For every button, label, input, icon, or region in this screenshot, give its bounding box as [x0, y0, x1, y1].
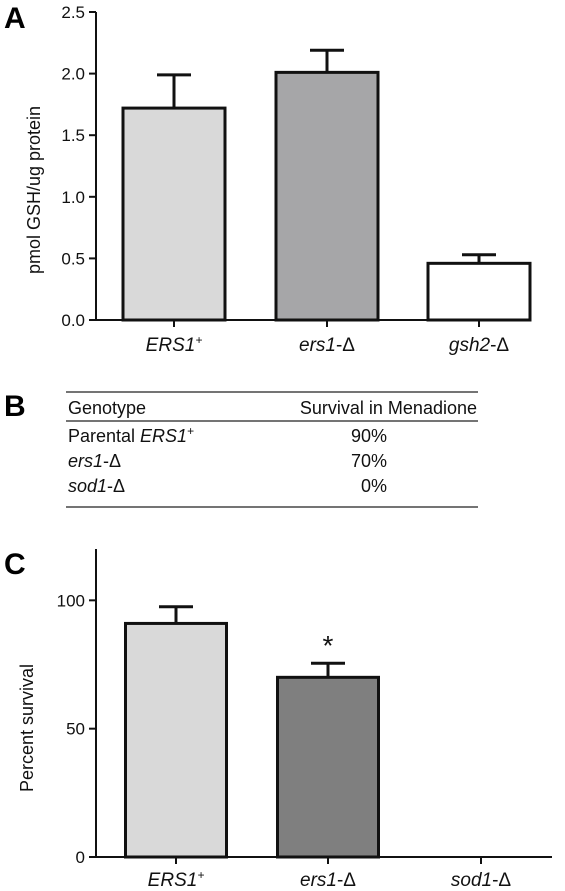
category-name: ers1	[299, 335, 336, 356]
table-cell-genotype: Parental ERS1+	[68, 424, 194, 446]
genotype-prefix: Parental	[68, 426, 140, 446]
genotype-name: ERS1	[140, 426, 187, 446]
panel-a: A pmol GSH/ug protein 0.0 0.5 1.0 1.5 2.0 2.5…	[4, 2, 532, 356]
panel-b: B Genotype Survival in Menadione Parenta…	[4, 390, 478, 508]
genotype-suffix: -Δ	[107, 476, 125, 496]
genotype-table-body: Parental ERS1+ 90%ers1-Δ 70%sod1-Δ 0%	[68, 424, 387, 496]
genotype-name: sod1	[68, 476, 107, 496]
table-cell-survival: 0%	[361, 476, 387, 496]
category-name: sod1	[451, 870, 492, 891]
genotype-name: ers1	[68, 451, 103, 471]
table-header-survival: Survival in Menadione	[300, 398, 477, 418]
table-cell-genotype: ers1-Δ	[68, 451, 121, 471]
category-superscript: +	[197, 868, 204, 882]
panel-c-y-tick-label: 0	[76, 848, 85, 867]
panel-a-y-tick-label: 1.0	[61, 188, 85, 207]
panel-c-significance-star: *	[323, 630, 334, 661]
panel-c-y-axis-label: Percent survival	[17, 664, 37, 792]
panel-a-letter: A	[4, 2, 26, 35]
panel-a-y-tick-label: 0.0	[61, 311, 85, 330]
panel-a-category-label: ERS1+	[146, 333, 203, 356]
panel-a-category-label: ers1-Δ	[299, 335, 355, 356]
panel-a-y-tick-label: 2.0	[61, 65, 85, 84]
category-name: ers1	[300, 870, 337, 891]
category-suffix: -Δ	[492, 870, 511, 891]
genotype-suffix: -Δ	[103, 451, 121, 471]
panel-c-y-tick-label: 50	[66, 720, 85, 739]
panel-c-letter: C	[4, 548, 26, 581]
category-suffix: -Δ	[490, 335, 509, 356]
category-superscript: +	[195, 333, 202, 347]
category-name: ERS1	[146, 335, 196, 356]
panel-a-y-tick-label: 0.5	[61, 249, 85, 268]
panel-a-y-tick-label: 1.5	[61, 126, 85, 145]
panel-c-category-label: sod1-Δ	[451, 870, 512, 891]
panel-c-y-tick-label: 100	[57, 591, 85, 610]
panel-c-bar	[124, 621, 228, 859]
panel-a-bar	[426, 261, 532, 322]
category-name: ERS1	[148, 870, 198, 891]
panel-a-bar	[121, 106, 227, 322]
panel-c-bar	[276, 675, 380, 859]
panel-a-y-axis-label: pmol GSH/ug protein	[24, 106, 44, 274]
panel-c-category-label: ers1-Δ	[300, 870, 356, 891]
category-name: gsh2	[449, 335, 491, 356]
table-cell-genotype: sod1-Δ	[68, 476, 125, 496]
category-suffix: -Δ	[336, 335, 355, 356]
panel-c-category-label: ERS1+	[148, 868, 205, 891]
table-cell-survival: 70%	[351, 451, 387, 471]
panel-a-y-tick-label: 2.5	[61, 3, 85, 22]
panel-b-letter: B	[4, 390, 26, 423]
table-header-genotype: Genotype	[68, 398, 146, 418]
genotype-superscript: +	[187, 424, 194, 438]
panel-a-category-label: gsh2-Δ	[449, 335, 510, 356]
panel-a-bar	[274, 70, 380, 322]
table-cell-survival: 90%	[351, 426, 387, 446]
category-suffix: -Δ	[337, 870, 356, 891]
